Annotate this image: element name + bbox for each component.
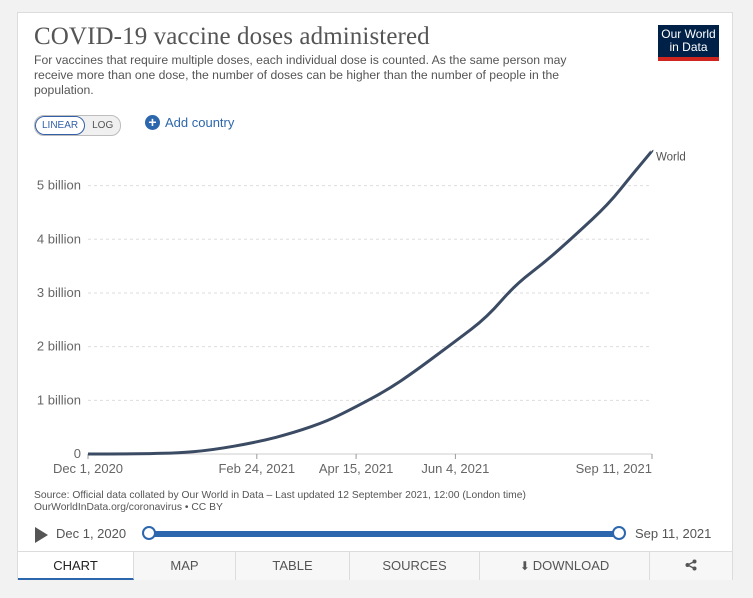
owid-logo[interactable]: Our World in Data (658, 25, 719, 61)
timeline-track[interactable] (149, 531, 619, 537)
series-line-world (88, 149, 654, 456)
logo-line-2: in Data (669, 40, 708, 54)
logo-line-1: Our World (661, 27, 716, 41)
source-line: Source: Official data collated by Our Wo… (34, 490, 526, 501)
share-icon (685, 559, 697, 571)
source-note: Source: Official data collated by Our Wo… (34, 490, 634, 514)
chart-series: World (87, 149, 686, 456)
x-tick-label: Jun 4, 2021 (421, 461, 489, 476)
chart-gridlines (88, 185, 652, 455)
timeline: Dec 1, 2020 Sep 11, 2021 (18, 521, 732, 547)
play-icon[interactable] (35, 527, 48, 543)
x-tick-label: Feb 24, 2021 (218, 461, 295, 476)
y-tick-label: 1 billion (37, 392, 81, 407)
series-label-world: World (656, 152, 686, 164)
timeline-end-label: Sep 11, 2021 (635, 526, 712, 541)
scale-linear-option[interactable]: LINEAR (35, 116, 86, 135)
y-axis-ticks: 0 1 billion 2 billion 3 billion 4 billion 5 b… (37, 178, 81, 461)
license-line[interactable]: OurWorldInData.org/coronavirus • CC BY (34, 502, 223, 513)
x-tick-label: Dec 1, 2020 (53, 461, 123, 476)
chart-subtitle: For vaccines that require multiple doses… (34, 53, 567, 97)
tab-table[interactable]: TABLE (236, 552, 350, 580)
plus-circle-icon: + (145, 115, 160, 130)
tab-chart[interactable]: CHART (18, 552, 134, 580)
share-button[interactable] (650, 552, 732, 580)
tab-download[interactable]: ⬇ DOWNLOAD (480, 552, 650, 580)
timeline-start-handle[interactable] (142, 526, 156, 540)
y-tick-label: 2 billion (37, 339, 81, 354)
grapher-frame: COVID-19 vaccine doses administered For … (17, 12, 733, 580)
y-tick-label: 3 billion (37, 285, 81, 300)
y-tick-label: 0 (74, 446, 81, 461)
tab-map[interactable]: MAP (134, 552, 236, 580)
tab-sources[interactable]: SOURCES (350, 552, 480, 580)
scale-toggle[interactable]: LINEAR LOG (34, 115, 122, 136)
timeline-end-handle[interactable] (612, 526, 626, 540)
line-chart: 0 1 billion 2 billion 3 billion 4 billion 5 b… (37, 149, 686, 476)
add-country-button[interactable]: + Add country (145, 115, 234, 130)
y-tick-label: 4 billion (37, 231, 81, 246)
chart-title: COVID-19 vaccine doses administered (34, 23, 430, 50)
x-axis-ticks: Dec 1, 2020 Feb 24, 2021 Apr 15, 2021 Jun 4… (53, 454, 653, 476)
x-tick-label: Apr 15, 2021 (319, 461, 393, 476)
timeline-start-label: Dec 1, 2020 (56, 526, 127, 541)
scale-log-option[interactable]: LOG (92, 120, 114, 131)
x-tick-label: Sep 11, 2021 (576, 461, 652, 476)
tab-bar: CHART MAP TABLE SOURCES ⬇ DOWNLOAD (18, 551, 732, 580)
download-icon: ⬇ (519, 559, 530, 573)
tab-download-label: DOWNLOAD (532, 558, 610, 573)
add-country-label: Add country (165, 115, 235, 130)
y-tick-label: 5 billion (37, 178, 81, 193)
